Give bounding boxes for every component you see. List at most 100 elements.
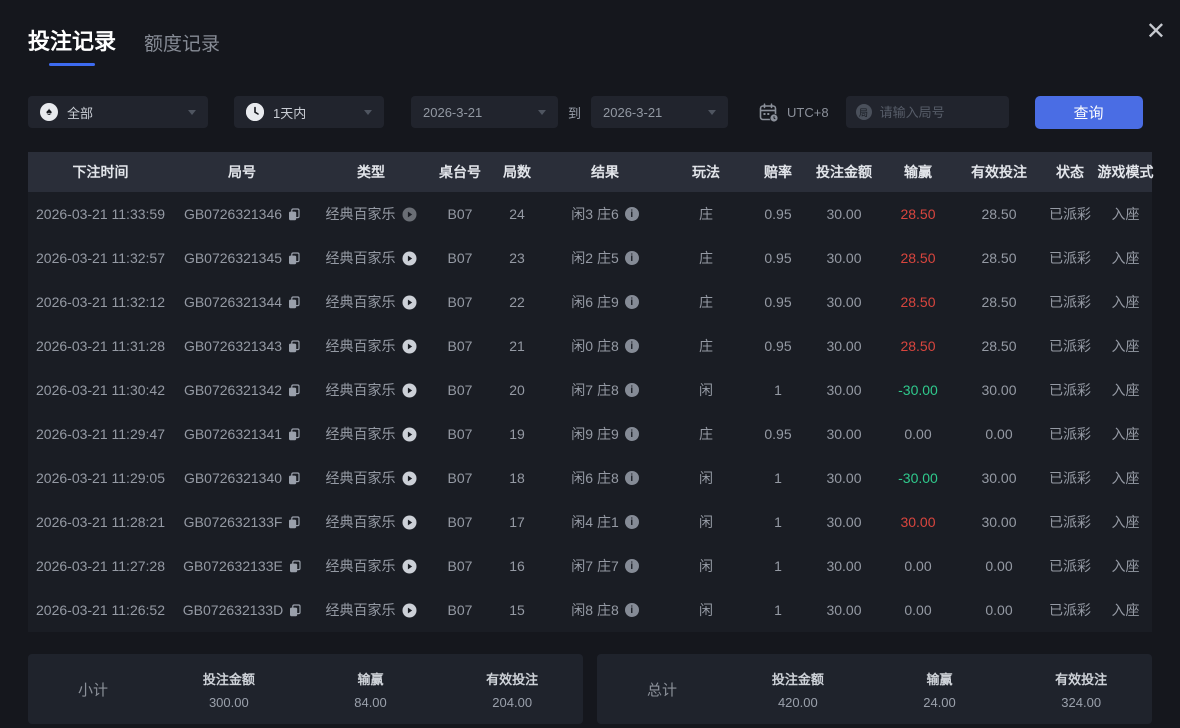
cell-status: 已派彩 — [1041, 248, 1099, 268]
cell-rounds: 23 — [489, 250, 545, 266]
mode-value: 入座 — [1111, 338, 1140, 354]
table-row: 2026-03-21 11:32:12 GB0726321344 经典百家乐 B07 2… — [28, 280, 1152, 324]
status-value: 已派彩 — [1049, 470, 1091, 486]
tab-quota-records[interactable]: 额度记录 — [144, 29, 220, 66]
time-range-select[interactable]: 1天内 — [234, 96, 384, 128]
info-icon[interactable]: i — [624, 339, 639, 353]
play-video-icon[interactable] — [402, 427, 417, 442]
play-video-icon[interactable] — [402, 207, 417, 222]
valid-bet-value: 30.00 — [981, 382, 1017, 398]
cell-result: 闲7 庄8 i — [545, 380, 665, 400]
copy-icon[interactable] — [288, 339, 300, 353]
info-icon[interactable]: i — [624, 471, 639, 485]
cell-round-id: GB0726321344 — [173, 294, 311, 310]
time-value: 2026-03-21 11:32:12 — [36, 294, 165, 310]
result-value: 闲4 庄1 — [571, 514, 619, 530]
play-video-icon[interactable] — [402, 383, 417, 398]
play-value: 庄 — [699, 206, 713, 222]
play-video-icon[interactable] — [402, 339, 417, 354]
info-icon[interactable]: i — [624, 251, 639, 265]
info-icon[interactable]: i — [624, 603, 639, 617]
cell-valid-bet: 28.50 — [957, 250, 1041, 266]
tab-betting-records[interactable]: 投注记录 — [28, 24, 116, 66]
cell-valid-bet: 30.00 — [957, 382, 1041, 398]
rounds-value: 23 — [509, 250, 525, 266]
cell-play: 闲 — [665, 556, 747, 576]
info-icon[interactable]: i — [624, 207, 639, 221]
cell-rounds: 21 — [489, 338, 545, 354]
cell-time: 2026-03-21 11:28:21 — [28, 514, 173, 530]
column-header: 游戏模式 — [1097, 164, 1154, 180]
cell-table-no: B07 — [431, 602, 489, 618]
game-type-select[interactable]: ♠ 全部 — [28, 96, 208, 128]
play-video-icon[interactable] — [402, 471, 417, 486]
cell-odds: 1 — [747, 470, 809, 486]
info-icon[interactable]: i — [624, 427, 639, 441]
info-icon[interactable]: i — [624, 383, 639, 397]
play-value: 庄 — [699, 294, 713, 310]
play-video-icon[interactable] — [402, 603, 417, 618]
cell-bet-amount: 30.00 — [809, 382, 879, 398]
result-value: 闲6 庄8 — [571, 470, 619, 486]
copy-icon[interactable] — [288, 251, 300, 265]
date-to-select[interactable]: 2026-3-21 — [591, 96, 729, 128]
cell-bet-amount: 30.00 — [809, 250, 879, 266]
close-icon[interactable]: ✕ — [1145, 18, 1166, 45]
round-id-value: GB072632133F — [183, 514, 283, 530]
copy-icon[interactable] — [289, 559, 301, 573]
cell-bet-amount: 30.00 — [809, 602, 879, 618]
copy-icon[interactable] — [288, 207, 300, 221]
play-video-icon[interactable] — [402, 251, 417, 266]
play-video-icon[interactable] — [402, 559, 417, 574]
cell-mode: 入座 — [1099, 556, 1152, 576]
cell-round-id: GB0726321340 — [173, 470, 311, 486]
chevron-down-icon — [708, 109, 717, 115]
round-number-input[interactable] — [879, 104, 999, 120]
cell-type: 经典百家乐 — [311, 512, 431, 532]
filter-bar: ♠ 全部 1天内 2026-3-21 到 2026-3-21 — [28, 95, 1152, 129]
column-header: 投注金额 — [816, 164, 872, 180]
play-value: 庄 — [699, 426, 713, 442]
copy-icon[interactable] — [288, 383, 300, 397]
copy-icon[interactable] — [288, 427, 300, 441]
total-valid-bet-value: 324.00 — [1061, 694, 1102, 710]
play-value: 闲 — [699, 558, 713, 574]
cell-status: 已派彩 — [1041, 204, 1099, 224]
valid-bet-value: 0.00 — [985, 602, 1013, 618]
copy-icon[interactable] — [288, 295, 300, 309]
win-loss-value: 0.00 — [904, 426, 932, 442]
table-row: 2026-03-21 11:29:05 GB0726321340 经典百家乐 B07 1… — [28, 456, 1152, 500]
valid-bet-value: 28.50 — [981, 206, 1017, 222]
mode-value: 入座 — [1111, 382, 1140, 398]
total-bet-amount: 投注金额 420.00 — [727, 669, 869, 710]
copy-icon[interactable] — [288, 471, 300, 485]
win-loss-value: 28.50 — [900, 206, 936, 222]
column-header: 结果 — [591, 164, 619, 180]
records-table: 下注时间 局号 类型 桌台号 局数 结果 玩法 赔率 投注金额 输赢 有效投注 状态 游戏模式 2026… — [28, 152, 1154, 632]
date-from-select[interactable]: 2026-3-21 — [411, 96, 558, 128]
odds-value: 0.95 — [764, 250, 792, 266]
cell-play: 庄 — [665, 336, 747, 356]
column-header: 输赢 — [904, 164, 932, 180]
play-video-icon[interactable] — [402, 295, 417, 310]
bet-amount-value: 30.00 — [826, 206, 862, 222]
round-id-value: GB072632133E — [183, 558, 283, 574]
cell-type: 经典百家乐 — [311, 424, 431, 444]
cell-play: 庄 — [665, 424, 747, 444]
info-icon[interactable]: i — [624, 295, 639, 309]
info-icon[interactable]: i — [624, 559, 639, 573]
cell-win-loss: 30.00 — [879, 514, 957, 530]
time-value: 2026-03-21 11:33:59 — [36, 206, 165, 222]
play-video-icon[interactable] — [402, 515, 417, 530]
cell-time: 2026-03-21 11:29:47 — [28, 426, 173, 442]
cell-type: 经典百家乐 — [311, 204, 431, 224]
cell-time: 2026-03-21 11:32:57 — [28, 250, 173, 266]
copy-icon[interactable] — [288, 515, 301, 529]
cell-valid-bet: 30.00 — [957, 470, 1041, 486]
cell-odds: 1 — [747, 382, 809, 398]
search-button[interactable]: 查询 — [1034, 95, 1143, 129]
info-icon[interactable]: i — [624, 515, 639, 529]
cell-result: 闲3 庄6 i — [545, 204, 665, 224]
copy-icon[interactable] — [289, 603, 301, 617]
cell-result: 闲2 庄5 i — [545, 248, 665, 268]
